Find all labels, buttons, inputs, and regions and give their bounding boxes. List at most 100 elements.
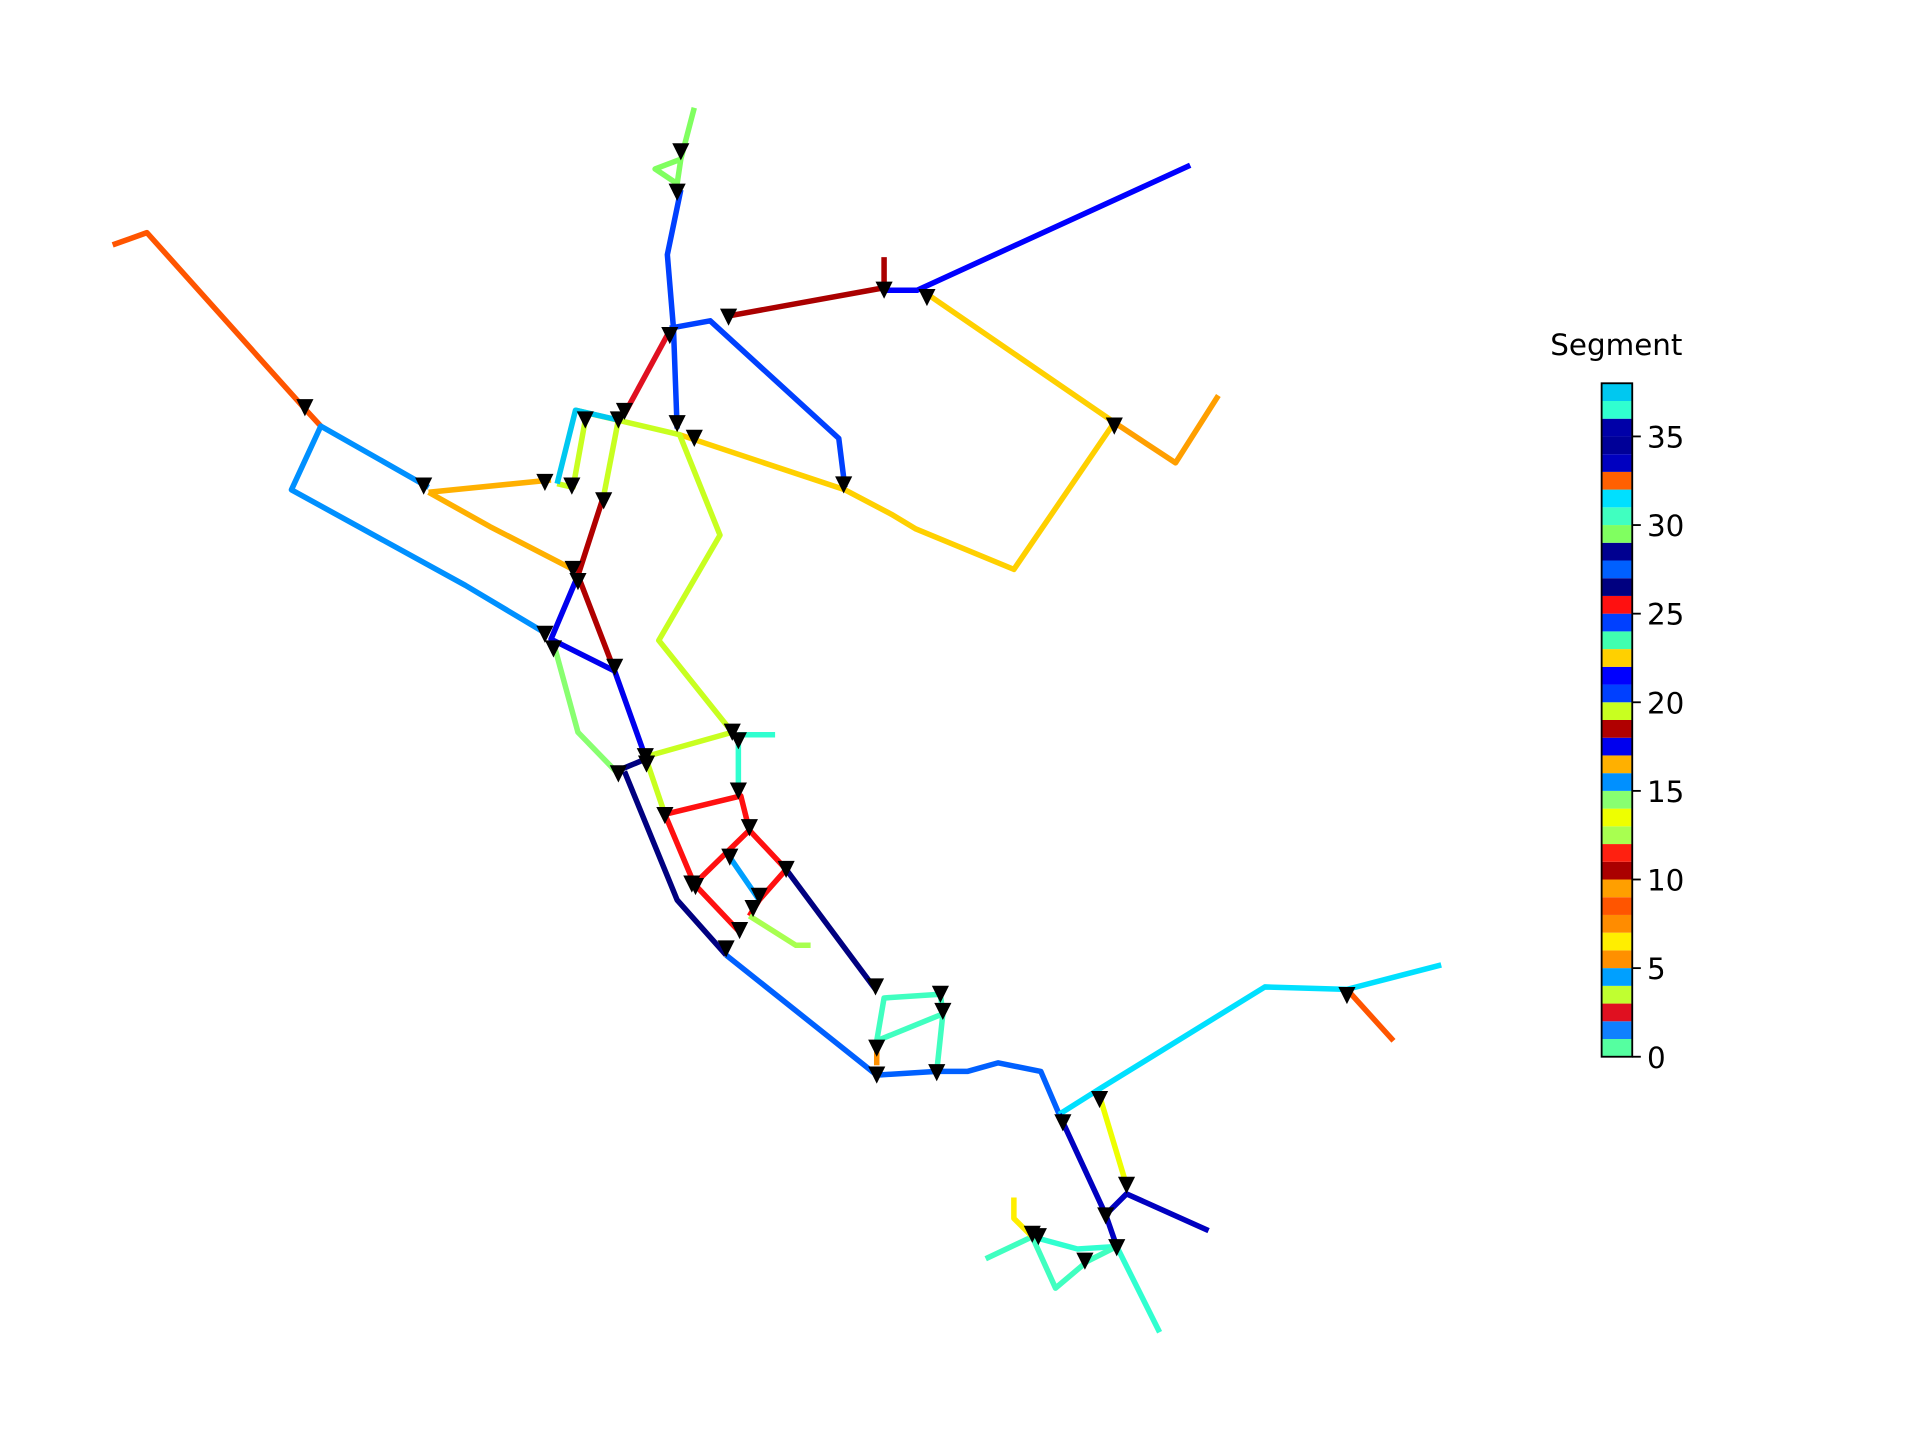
- colorbar-block: [1601, 631, 1633, 650]
- colorbar-label: Segment: [1550, 328, 1682, 362]
- direction-marker: [606, 658, 624, 676]
- network-line: [1096, 1095, 1130, 1187]
- colorbar-tick-label: 20: [1647, 686, 1684, 720]
- direction-marker: [875, 281, 893, 299]
- direction-marker: [931, 985, 949, 1003]
- colorbar-block: [1601, 861, 1633, 880]
- colorbar-tick-label: 35: [1647, 420, 1684, 454]
- direction-markers: [296, 143, 1356, 1270]
- colorbar-block: [1601, 400, 1633, 419]
- colorbar-block: [1601, 1039, 1633, 1057]
- direction-marker: [563, 477, 581, 495]
- colorbar-block: [1601, 542, 1633, 561]
- direction-marker: [415, 477, 433, 495]
- network-line: [548, 574, 648, 758]
- direction-marker: [672, 143, 690, 161]
- colorbar-block: [1601, 471, 1633, 490]
- colorbar-block: [1601, 507, 1633, 526]
- colorbar-block: [1601, 950, 1633, 969]
- direction-marker: [918, 288, 936, 307]
- network-line: [1057, 962, 1442, 1117]
- colorbar-block: [1601, 666, 1633, 685]
- network-line: [652, 107, 697, 187]
- direction-marker: [750, 887, 768, 905]
- direction-marker: [595, 492, 613, 510]
- direction-marker: [731, 922, 749, 940]
- direction-marker: [661, 326, 679, 345]
- direction-marker: [928, 1064, 946, 1082]
- colorbar-block: [1601, 773, 1633, 791]
- direction-marker: [668, 183, 686, 201]
- network-line: [288, 423, 549, 637]
- colorbar-tick-label: 5: [1647, 952, 1666, 986]
- direction-marker: [717, 940, 735, 958]
- direction-marker: [536, 473, 554, 492]
- direction-marker: [685, 429, 703, 447]
- colorbar-block: [1601, 595, 1633, 614]
- network-line: [747, 913, 811, 949]
- colorbar-block: [1601, 1021, 1633, 1040]
- network-line: [428, 477, 552, 495]
- network-line: [728, 285, 885, 319]
- direction-marker: [1117, 1176, 1136, 1194]
- network-line: [550, 642, 618, 774]
- direction-marker: [615, 402, 634, 420]
- direction-marker: [740, 819, 758, 837]
- direction-marker: [1054, 1114, 1072, 1132]
- direction-marker: [1076, 1252, 1094, 1270]
- network-line: [575, 495, 618, 673]
- network-line: [692, 882, 741, 933]
- direction-marker: [609, 765, 627, 783]
- network-line: [1031, 1234, 1163, 1334]
- colorbar-block: [1601, 613, 1633, 632]
- colorbar-block: [1601, 755, 1633, 774]
- network-line: [664, 189, 684, 429]
- direction-marker: [721, 848, 739, 866]
- colorbar-frame: [1600, 382, 1634, 1058]
- direction-marker: [1108, 1239, 1126, 1257]
- network-line: [1056, 1113, 1210, 1234]
- direction-marker: [1338, 986, 1356, 1005]
- colorbar-block: [1601, 826, 1633, 845]
- network-line: [1112, 394, 1221, 466]
- colorbar-block: [1601, 914, 1633, 933]
- colorbar-block: [1601, 436, 1633, 455]
- network-line: [554, 407, 619, 485]
- direction-marker: [1105, 417, 1123, 435]
- direction-marker: [729, 782, 747, 800]
- direction-marker: [544, 640, 563, 658]
- direction-marker: [656, 806, 674, 825]
- direction-marker: [729, 732, 747, 750]
- colorbar-block: [1601, 1003, 1633, 1022]
- direction-marker: [1029, 1228, 1047, 1246]
- network-line: [427, 489, 575, 572]
- direction-marker: [777, 860, 795, 878]
- network-line: [1011, 1197, 1035, 1239]
- colorbar-block: [1601, 489, 1633, 508]
- colorbar-block: [1601, 808, 1633, 827]
- colorbar-block: [1601, 985, 1633, 1004]
- colorbar-block: [1601, 383, 1633, 401]
- network-line: [621, 770, 729, 957]
- colorbar-block: [1601, 790, 1633, 809]
- colorbar-tick-label: 0: [1647, 1041, 1666, 1075]
- direction-marker: [868, 1066, 886, 1084]
- direction-marker: [744, 900, 762, 918]
- direction-marker: [866, 978, 885, 996]
- direction-marker: [536, 625, 554, 643]
- colorbar-block: [1601, 454, 1633, 472]
- network-line: [574, 407, 735, 734]
- colorbar-block: [1601, 702, 1633, 720]
- colorbar-block: [1601, 879, 1633, 898]
- colorbar-tick-label: 30: [1647, 509, 1684, 543]
- direction-marker: [868, 1039, 886, 1057]
- colorbar-block: [1601, 897, 1633, 915]
- colorbar-block: [1601, 649, 1633, 667]
- colorbar-block: [1601, 968, 1633, 986]
- direction-marker: [668, 415, 686, 433]
- direction-marker: [1097, 1207, 1115, 1225]
- network-line: [884, 162, 1192, 293]
- network-line: [874, 991, 946, 1072]
- direction-marker: [637, 755, 656, 773]
